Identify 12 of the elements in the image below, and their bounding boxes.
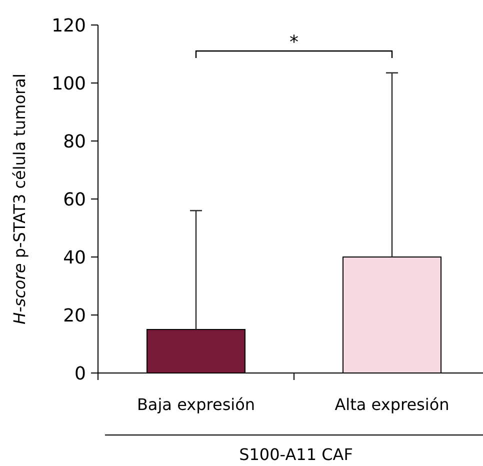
y-tick-label: 120 bbox=[52, 15, 86, 36]
y-tick-label: 40 bbox=[63, 247, 86, 268]
y-tick-label: 0 bbox=[74, 363, 86, 384]
y-axis-title: H-score p-STAT3 célula tumoral bbox=[10, 74, 29, 324]
x-axis-title: S100-A11 CAF bbox=[239, 445, 353, 464]
y-tick-label: 100 bbox=[52, 73, 86, 94]
y-tick-label: 60 bbox=[63, 189, 86, 210]
y-tick-label: 80 bbox=[63, 131, 86, 152]
annotation: * bbox=[290, 32, 298, 53]
x-tick-label: Alta expresión bbox=[334, 395, 450, 414]
y-tick-label: 20 bbox=[63, 305, 86, 326]
x-tick-label: Baja expresión bbox=[136, 395, 256, 414]
